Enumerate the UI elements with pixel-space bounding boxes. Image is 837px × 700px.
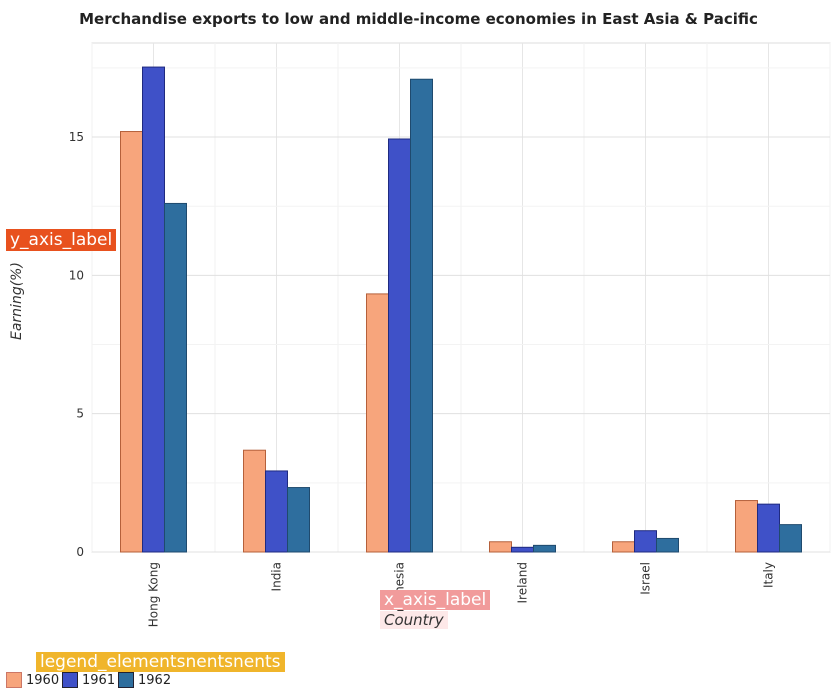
- bar-1962-hong-kong: [164, 202, 187, 553]
- legend-item-1962: 1962: [118, 672, 171, 688]
- bar-1960-india: [243, 449, 266, 553]
- bar-1960-hong-kong: [120, 131, 143, 553]
- y-tick-label: 5: [76, 407, 84, 421]
- bar-1960-italy: [735, 500, 758, 553]
- legend-label-1962: 1962: [138, 672, 172, 688]
- x-axis-label-placeholder: x_axis_label: [380, 590, 491, 610]
- x-tick-label: Italy: [762, 562, 776, 588]
- bar-1962-indonesia: [410, 78, 433, 553]
- legend-item-1961: 1961: [62, 672, 115, 688]
- x-tick-label: Ireland: [516, 562, 530, 604]
- y-axis-label-placeholder: y_axis_label: [6, 229, 117, 251]
- bar-1960-ireland: [489, 541, 512, 553]
- x-tick-label: Hong Kong: [147, 562, 161, 627]
- x-tick-label: Israel: [639, 562, 653, 595]
- legend-swatch-1960: [6, 672, 22, 688]
- bar-1962-ireland: [533, 544, 556, 553]
- bar-1962-india: [287, 487, 310, 553]
- bar-1961-hong-kong: [142, 66, 165, 553]
- bar-1962-israel: [656, 537, 679, 553]
- y-tick-label: 15: [69, 130, 84, 144]
- x-tick-label: India: [270, 562, 284, 591]
- bar-1960-indonesia: [366, 293, 389, 553]
- bar-1961-indonesia: [388, 138, 411, 553]
- legend-label-1961: 1961: [82, 672, 116, 688]
- y-tick-label: 0: [76, 545, 84, 559]
- bar-1961-ireland: [511, 546, 534, 553]
- chart-title: Merchandise exports to low and middle-in…: [79, 10, 758, 28]
- bar-1960-israel: [612, 541, 635, 553]
- legend-label-1960: 1960: [26, 672, 60, 688]
- bar-1961-italy: [757, 503, 780, 553]
- legend-swatch-1961: [62, 672, 78, 688]
- x-axis-label: Country: [380, 611, 448, 629]
- legend-swatch-1962: [118, 672, 134, 688]
- y-tick-label: 10: [69, 268, 84, 282]
- bar-1961-israel: [634, 530, 657, 553]
- y-axis-label: Earning(%): [9, 262, 25, 340]
- bar-1961-india: [265, 470, 288, 553]
- legend-item-1960: 1960: [6, 672, 59, 688]
- bar-1962-italy: [779, 524, 802, 553]
- legend-placeholder: legend_elementsnentsnents: [36, 652, 285, 672]
